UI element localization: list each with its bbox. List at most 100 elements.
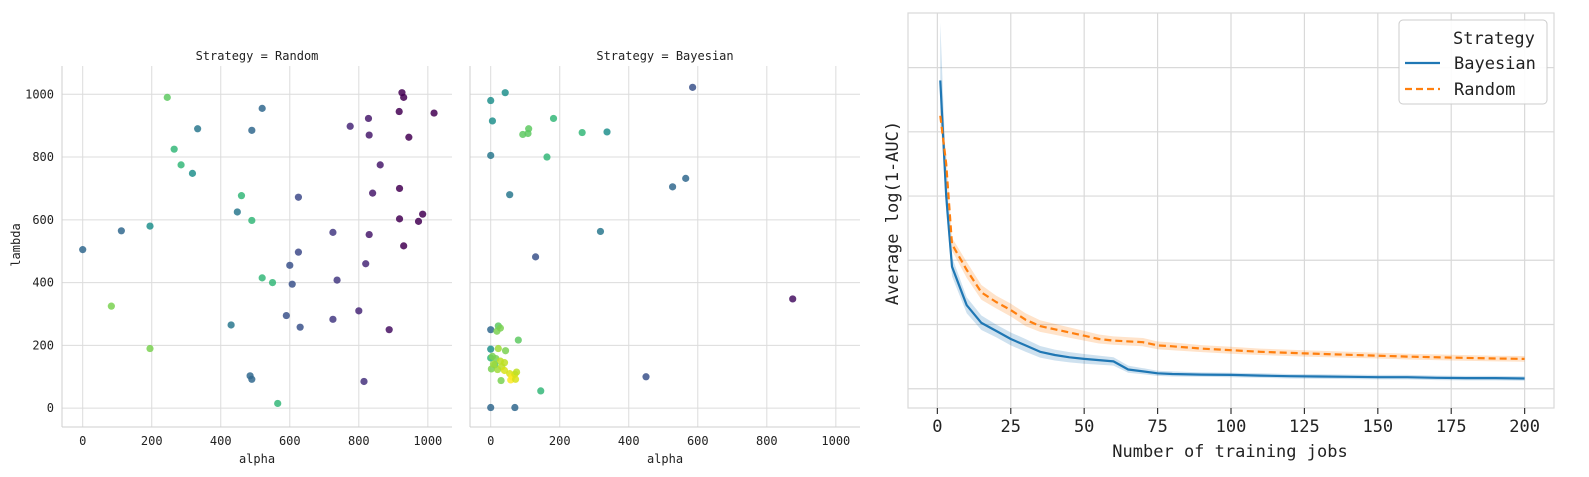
scatter-point	[248, 375, 256, 383]
scatter-point	[497, 376, 505, 385]
scatter-point	[355, 307, 363, 315]
scatter-point	[296, 323, 304, 331]
y-tick-label: 400	[32, 276, 54, 290]
x-tick-label: 50	[1074, 417, 1094, 437]
x-tick-label: 75	[1147, 417, 1167, 437]
scatter-point	[146, 222, 154, 230]
scatter-point	[395, 184, 404, 193]
y-tick-label: 800	[32, 150, 54, 164]
scatter-point	[682, 174, 690, 182]
scatter-point	[506, 191, 514, 199]
scatter-point	[642, 373, 650, 381]
gridlines-random	[61, 66, 452, 428]
x-tick-label: 0	[79, 434, 86, 448]
x-tick-label: 125	[1289, 417, 1320, 437]
x-tick-label: 150	[1362, 417, 1393, 437]
scatter-panel-bayesian: Strategy = Bayesian 0 200 400 600 800 1000 al…	[469, 49, 860, 466]
scatter-point	[400, 242, 408, 250]
x-tick-label: 100	[1216, 417, 1247, 437]
x-axis-label-random: alpha	[239, 452, 275, 466]
scatter-panel-random: Strategy = Random 0 200 400 600 800 1000 0 200 4…	[9, 49, 452, 466]
points-random	[79, 89, 438, 408]
scatter-point	[578, 128, 586, 137]
scatter-point	[346, 122, 354, 130]
scatter-point	[365, 131, 373, 139]
scatter-point	[329, 228, 337, 236]
scatter-point	[400, 93, 408, 101]
scatter-point	[258, 104, 266, 112]
gridlines-line	[908, 13, 1554, 408]
x-axis-label-line: Number of training jobs	[1112, 442, 1347, 462]
scatter-point	[395, 215, 404, 223]
scatter-point	[258, 274, 266, 282]
scatter-point	[177, 161, 185, 169]
scatter-point	[188, 169, 197, 177]
scatter-point	[501, 347, 510, 355]
scatter-point	[511, 375, 520, 383]
scatter-point	[543, 153, 551, 161]
scatter-point	[233, 208, 241, 216]
scatter-point	[603, 128, 611, 136]
scatter-point	[360, 377, 368, 386]
scatter-point	[488, 117, 497, 125]
scatter-point	[414, 217, 423, 225]
scatter-point	[248, 126, 256, 134]
panel-title-bayesian: Strategy = Bayesian	[596, 49, 733, 63]
y-tick-label: 0	[47, 401, 54, 415]
scatter-point	[525, 125, 533, 133]
scatter-point	[489, 360, 498, 368]
scatter-point	[537, 387, 545, 395]
legend: Strategy Bayesian Random	[1398, 19, 1548, 105]
y-tick-label: 200	[32, 338, 54, 352]
scatter-point	[419, 210, 427, 218]
x-tick-label: 1000	[821, 434, 850, 448]
scatter-point	[487, 345, 495, 353]
scatter-point	[668, 183, 677, 191]
scatter-point	[194, 125, 202, 133]
scatter-point	[789, 295, 797, 303]
y-tick-label: 1000	[25, 87, 54, 101]
scatter-point	[365, 230, 373, 239]
x-tick-label: 800	[348, 434, 370, 448]
scatter-point	[146, 344, 154, 353]
x-tick-label: 400	[210, 434, 232, 448]
scatter-point	[79, 246, 87, 254]
scatter-point	[364, 114, 373, 123]
scatter-point	[430, 109, 438, 117]
scatter-point	[501, 89, 509, 97]
x-tick-label: 0	[932, 417, 942, 437]
x-tick-label: 600	[687, 434, 709, 448]
scatter-point	[294, 248, 303, 256]
gridlines-bayesian	[469, 66, 860, 428]
series-lines	[939, 80, 1525, 380]
scatter-point	[107, 302, 115, 310]
scatter-point	[385, 326, 393, 334]
scatter-point	[329, 315, 337, 323]
scatter-point	[163, 93, 171, 101]
scatter-point	[514, 336, 522, 344]
scatter-point	[237, 192, 246, 200]
scatter-point	[333, 276, 341, 284]
legend-label-random: Random	[1454, 80, 1515, 100]
x-tick-label: 200	[1509, 417, 1540, 437]
y-tick-label: 600	[32, 213, 54, 227]
x-tick-label: 175	[1436, 417, 1467, 437]
scatter-point	[376, 161, 384, 169]
line-panel-log-auc: 0 25 50 75 100 125 150 175 200 Number of trainin…	[883, 12, 1555, 462]
legend-title: Strategy	[1453, 29, 1535, 49]
ticks-random: 0 200 400 600 800 1000 0 200 400 600 800 1000	[25, 87, 442, 448]
x-tick-label: 200	[549, 434, 571, 448]
scatter-point	[248, 216, 256, 225]
scatter-point	[500, 366, 509, 375]
scatter-point	[369, 189, 377, 197]
scatter-point	[170, 145, 178, 153]
x-tick-label: 800	[756, 434, 778, 448]
series-line-bayesian	[939, 80, 1525, 380]
x-tick-label: 200	[141, 434, 163, 448]
ticks-line: 0 25 50 75 100 125 150 175 200	[932, 408, 1540, 437]
scatter-point	[596, 227, 605, 236]
scatter-point	[227, 321, 235, 329]
scatter-point	[689, 83, 697, 91]
legend-label-bayesian: Bayesian	[1454, 54, 1536, 74]
legend-box	[1398, 19, 1548, 105]
